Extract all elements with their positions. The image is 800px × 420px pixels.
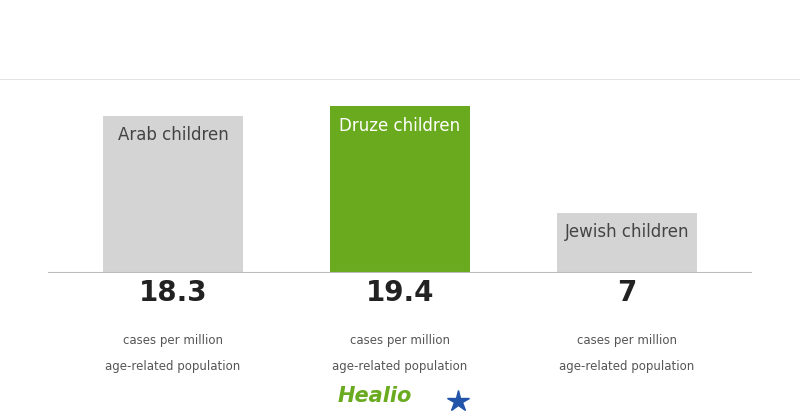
Text: Arab children: Arab children xyxy=(118,126,228,144)
Text: 19.4: 19.4 xyxy=(366,279,434,307)
Bar xyxy=(102,116,243,273)
Text: cases per million: cases per million xyxy=(123,334,223,347)
Bar xyxy=(330,106,470,273)
Text: age-related population: age-related population xyxy=(332,360,468,373)
Text: Healio: Healio xyxy=(338,386,411,406)
Text: 7: 7 xyxy=(618,279,637,307)
Bar xyxy=(557,213,698,273)
Text: Kidney failure incidence rates in Israel:: Kidney failure incidence rates in Israel… xyxy=(168,30,632,50)
Text: cases per million: cases per million xyxy=(350,334,450,347)
Text: cases per million: cases per million xyxy=(577,334,677,347)
Text: Druze children: Druze children xyxy=(339,117,461,135)
Text: Jewish children: Jewish children xyxy=(565,223,690,241)
Text: age-related population: age-related population xyxy=(106,360,241,373)
Text: 18.3: 18.3 xyxy=(138,279,207,307)
Text: age-related population: age-related population xyxy=(559,360,694,373)
